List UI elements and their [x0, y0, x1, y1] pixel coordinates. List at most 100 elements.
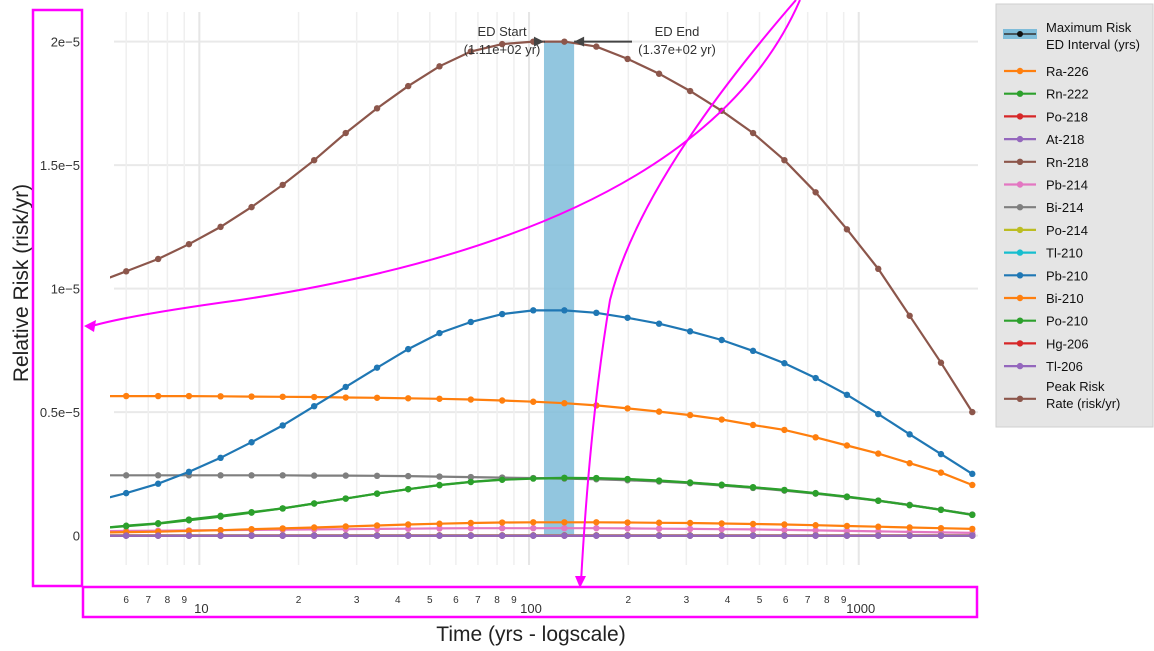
data-point	[122, 532, 130, 539]
data-point	[467, 524, 475, 532]
data-point	[655, 477, 663, 484]
data-point	[404, 521, 412, 528]
legend-item: Peak Risk Rate (risk/yr)	[1004, 379, 1120, 411]
series-line-rn-222	[110, 476, 973, 529]
data-point	[436, 63, 443, 70]
data-point	[436, 329, 443, 337]
data-point	[969, 481, 976, 489]
data-point	[686, 87, 694, 95]
legend-label: Po-218	[1046, 109, 1088, 124]
data-point	[812, 434, 819, 441]
data-point	[843, 442, 851, 449]
data-point	[154, 472, 162, 479]
legend-item: Rn-218	[1004, 155, 1089, 170]
data-point	[561, 38, 568, 45]
data-point	[436, 532, 443, 539]
legend-swatch-marker	[1016, 249, 1024, 256]
data-point	[154, 480, 162, 487]
legend-label: Hg-206	[1046, 336, 1089, 351]
data-point	[749, 484, 757, 491]
legend-item: Tl-210	[1004, 246, 1083, 261]
data-point	[248, 509, 255, 516]
x-minor-tick-label: 6	[783, 595, 789, 606]
data-point	[185, 468, 193, 476]
data-point	[875, 265, 882, 273]
annotations: ED Start (1.11e+02 yr) ED End (1.37e+02 yr)	[464, 24, 716, 57]
legend-item: Po-214	[1004, 223, 1088, 238]
data-point	[342, 472, 349, 479]
data-point	[561, 532, 568, 539]
tick-labels: 00.5e−51e−51.5e−52e−56 7 8 9 2 3 4 5 6 7 8 9 2 3 4 5 6 7 8…	[40, 35, 875, 616]
ed-interval-band	[543, 41, 575, 536]
arrow-to-x-axis	[580, 0, 797, 583]
data-point	[122, 268, 130, 275]
data-point	[498, 40, 506, 48]
data-point	[373, 522, 381, 529]
data-point	[342, 129, 349, 137]
data-point	[310, 524, 318, 531]
arrow-to-y-axis	[91, 0, 801, 327]
data-point	[530, 519, 537, 526]
data-point	[467, 48, 475, 55]
data-point	[467, 532, 475, 539]
data-point	[593, 519, 600, 526]
data-point	[593, 524, 600, 532]
data-point	[467, 473, 475, 481]
data-point	[310, 156, 318, 164]
data-point	[404, 82, 412, 90]
x-major-tick-label: 1000	[846, 601, 875, 616]
y-tick-label: 2e−5	[51, 35, 80, 50]
data-point	[561, 519, 568, 526]
legend-swatch-marker	[1016, 158, 1024, 165]
data-point	[530, 398, 537, 405]
x-minor-tick-label: 4	[725, 595, 731, 606]
data-point	[436, 482, 443, 489]
legend-label: Rn-218	[1046, 155, 1089, 170]
legend-label: Bi-210	[1046, 291, 1084, 306]
legend-label-line2: Rate (risk/yr)	[1046, 396, 1120, 411]
data-point	[342, 383, 349, 391]
data-point	[373, 472, 381, 480]
data-point	[404, 345, 412, 353]
data-point	[561, 307, 568, 314]
data-point	[749, 421, 757, 429]
data-point	[781, 426, 788, 434]
legend-swatch-marker	[1017, 31, 1023, 37]
data-point	[686, 328, 694, 335]
data-point	[279, 393, 286, 400]
legend-swatch-marker	[1016, 90, 1024, 97]
data-point	[781, 486, 788, 494]
data-point	[655, 408, 663, 415]
legend-item: Po-218	[1004, 109, 1088, 124]
x-minor-tick-label: 6	[453, 595, 459, 606]
data-point	[686, 525, 694, 533]
data-point	[498, 397, 506, 404]
data-point	[937, 524, 945, 532]
data-point	[436, 395, 443, 402]
data-point	[217, 532, 224, 539]
data-point	[154, 532, 162, 539]
data-point	[624, 405, 631, 412]
data-point	[436, 473, 443, 480]
series-line-rn-218	[110, 40, 974, 413]
series-ra-226	[110, 392, 976, 489]
data-point	[310, 472, 318, 479]
data-point	[217, 472, 224, 479]
data-point	[624, 476, 631, 483]
ed-interval-band-group	[543, 41, 575, 536]
data-point	[279, 525, 286, 532]
data-point	[749, 347, 757, 355]
data-point	[749, 526, 757, 533]
legend-label: Bi-214	[1046, 200, 1084, 215]
ed-start-label: ED Start	[477, 24, 527, 39]
data-point	[937, 359, 945, 366]
data-point	[498, 519, 506, 526]
data-point	[749, 129, 757, 137]
data-point	[530, 524, 537, 532]
data-point	[248, 532, 255, 539]
data-point	[373, 364, 381, 371]
data-point	[969, 470, 976, 478]
x-minor-tick-label: 3	[684, 595, 690, 606]
legend-item: Pb-214	[1004, 178, 1088, 193]
